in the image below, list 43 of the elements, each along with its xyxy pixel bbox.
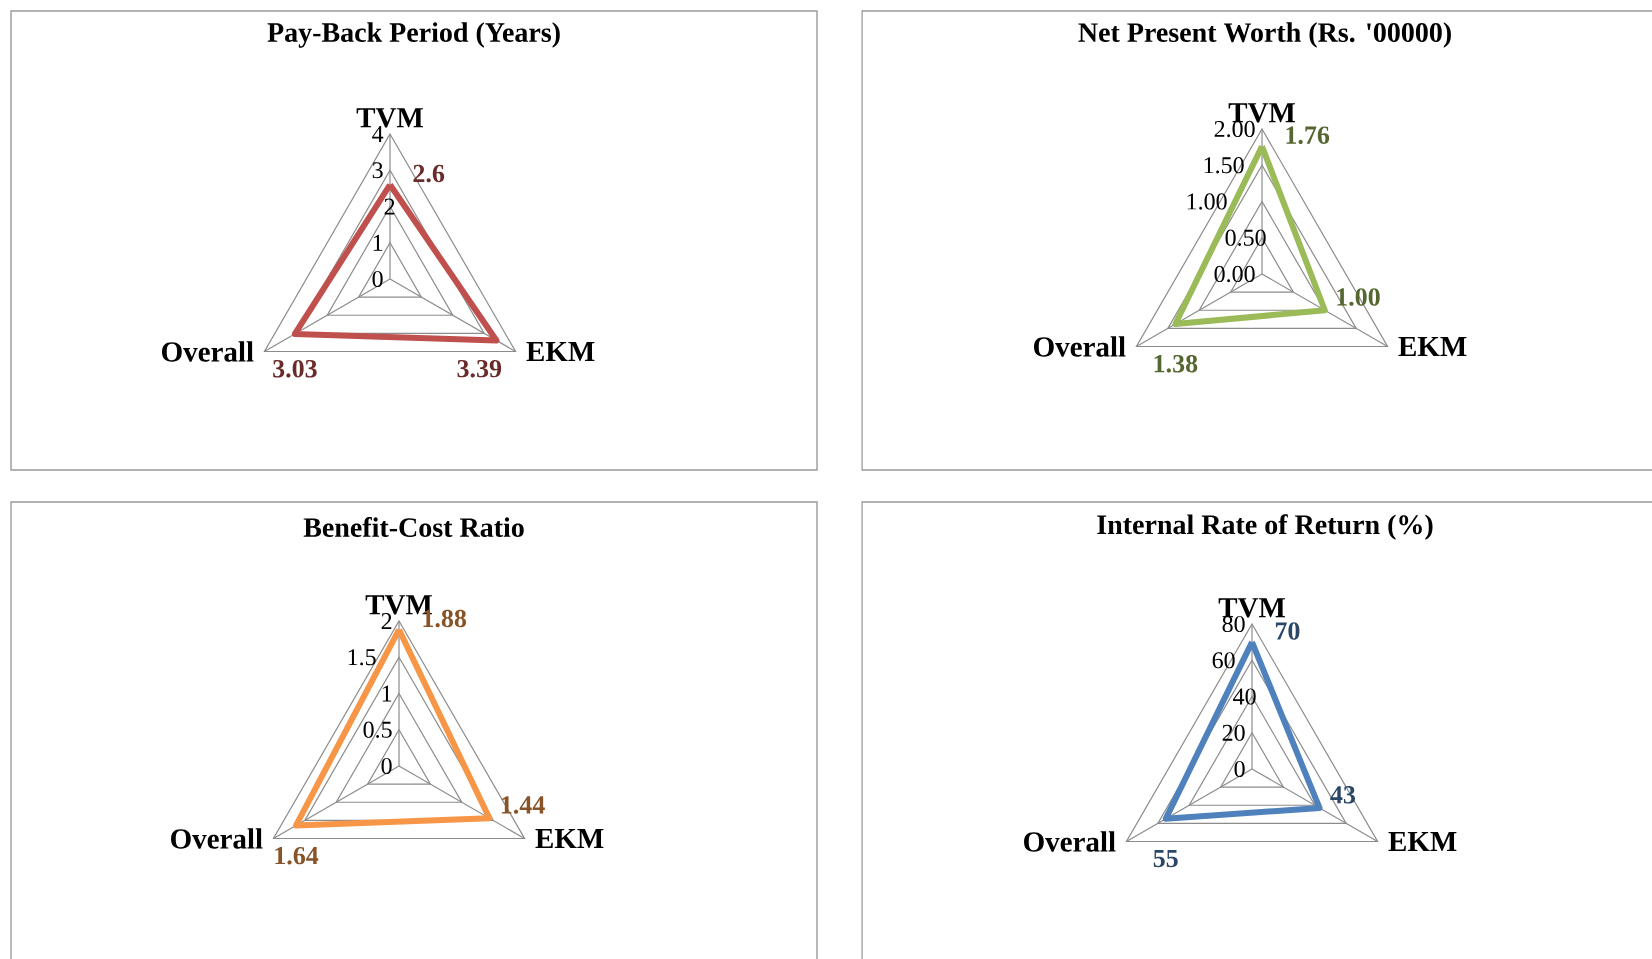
spoke-label: Overall xyxy=(171,828,263,849)
spoke-label: EKM xyxy=(1398,336,1467,356)
spoke-label: EKM xyxy=(1388,831,1457,851)
y-tick-label: 0 xyxy=(1234,760,1245,778)
y-tick-label: 80 xyxy=(1222,615,1245,633)
y-tick-label: 1.50 xyxy=(1204,157,1244,174)
chart-title: Pay-Back Period (Years) xyxy=(267,22,560,48)
data-label: 1.38 xyxy=(1154,354,1198,373)
y-tick-label: 0 xyxy=(381,757,392,775)
y-tick-label: 0.50 xyxy=(1225,229,1266,246)
spoke-label: TVM xyxy=(356,108,423,128)
y-tick-label: 1.5 xyxy=(348,649,376,666)
data-label: 3.03 xyxy=(273,359,317,378)
spoke-label: EKM xyxy=(535,829,604,848)
data-label: 1.00 xyxy=(1337,288,1380,306)
y-tick-label: 20 xyxy=(1222,724,1245,741)
data-label: 1.64 xyxy=(275,846,319,865)
y-tick-label: 2 xyxy=(381,613,392,629)
y-tick-label: 1 xyxy=(373,234,383,251)
data-label: 43 xyxy=(1330,786,1356,804)
spoke-label: TVM xyxy=(1218,598,1286,618)
y-tick-label: 2 xyxy=(384,198,395,215)
spoke-label: Overall xyxy=(1034,336,1126,357)
spoke-label: Overall xyxy=(162,341,254,362)
y-tick-label: 3 xyxy=(372,162,383,179)
data-label: 3.39 xyxy=(457,359,502,378)
spoke-label: Overall xyxy=(1024,831,1116,852)
y-tick-label: 40 xyxy=(1233,688,1256,705)
spoke-label: EKM xyxy=(526,341,595,361)
y-tick-label: 0.5 xyxy=(363,721,392,738)
data-label: 1.44 xyxy=(501,796,545,814)
chart-title: Benefit-Cost Ratio xyxy=(303,517,524,538)
data-label: 55 xyxy=(1153,849,1178,868)
y-tick-label: 1 xyxy=(382,685,392,702)
data-label: 1.76 xyxy=(1286,126,1330,145)
chart-title: Net Present Worth (Rs. '00000) xyxy=(1078,22,1451,48)
chart-title: Internal Rate of Return (%) xyxy=(1097,514,1433,540)
y-tick-label: 60 xyxy=(1212,652,1235,669)
data-label: 2.6 xyxy=(413,164,445,183)
y-tick-label: 0 xyxy=(372,270,383,288)
y-tick-label: 0.00 xyxy=(1214,265,1255,283)
data-label: 70 xyxy=(1275,622,1300,640)
y-tick-label: 4 xyxy=(372,126,384,142)
